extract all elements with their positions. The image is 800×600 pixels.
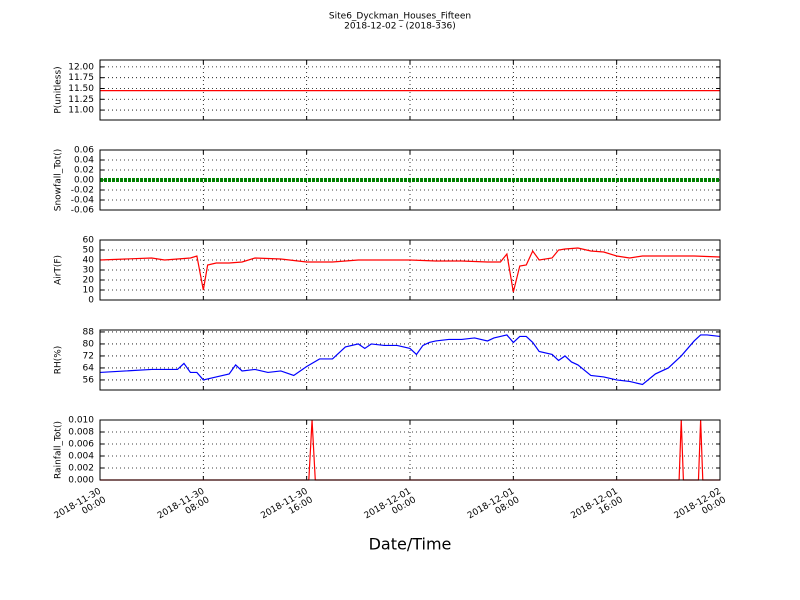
- y-tick-label: 0.008: [68, 428, 94, 438]
- y-tick-label: 0.04: [74, 156, 94, 166]
- y-tick-label: 56: [83, 375, 95, 385]
- x-tick-label: 2018-12-0100:00: [362, 486, 418, 530]
- y-tick-label: 0.004: [68, 452, 94, 462]
- y-tick-label: 64: [83, 363, 95, 373]
- y-tick-label: 30: [83, 266, 95, 276]
- y-tick-label: 0: [88, 296, 94, 306]
- plot-frame: [99, 149, 721, 211]
- x-axis-label: Date/Time: [369, 535, 452, 554]
- y-tick-label: 0.06: [74, 146, 94, 156]
- y-tick-label: 0.00: [74, 176, 94, 186]
- x-tick-label: 2018-11-3008:00: [156, 486, 212, 530]
- y-axis-label: AirT(F): [54, 255, 64, 285]
- figure-title: Site6_Dyckman_Houses_Fifteen: [329, 12, 471, 22]
- x-tick-label: 2018-11-3000:00: [52, 486, 108, 530]
- plot-frame: [99, 239, 721, 301]
- y-tick-label: -0.02: [71, 186, 94, 196]
- y-tick-label: 72: [83, 351, 94, 361]
- plot-frame: [99, 59, 721, 121]
- y-tick-label: 0.000: [68, 476, 94, 486]
- y-tick-label: 11.50: [68, 84, 94, 94]
- y-tick-label: 0.002: [68, 464, 94, 474]
- y-axis-label: Rainfall_Tot(): [54, 421, 64, 479]
- y-tick-label: 0.010: [68, 416, 94, 426]
- y-tick-label: 60: [83, 236, 95, 246]
- y-tick-label: 10: [83, 286, 95, 296]
- x-tick-label: 2018-12-0200:00: [672, 486, 728, 530]
- y-tick-label: -0.06: [71, 206, 95, 216]
- x-tick-label: 2018-12-0108:00: [466, 486, 522, 530]
- y-tick-label: 40: [83, 256, 95, 266]
- data-line: [99, 334, 721, 386]
- y-tick-label: 0.02: [74, 166, 94, 176]
- plot-frame: [99, 419, 721, 481]
- x-tick-label: 2018-12-0116:00: [569, 486, 625, 530]
- figure-subtitle: 2018-12-02 - (2018-336): [344, 22, 456, 32]
- plot-frame: [99, 329, 721, 391]
- y-tick-label: 11.00: [68, 106, 94, 116]
- y-axis-label: RH(%): [54, 346, 64, 375]
- y-tick-label: 20: [83, 276, 95, 286]
- y-axis-label: Snowfall_Tot(): [54, 149, 64, 212]
- y-axis-label: P(unitless): [54, 66, 64, 113]
- y-tick-label: 88: [83, 327, 95, 337]
- y-tick-label: 0.006: [68, 440, 94, 450]
- y-tick-label: 80: [83, 339, 95, 349]
- y-tick-label: -0.04: [71, 196, 95, 206]
- y-tick-label: 12.00: [68, 62, 94, 72]
- y-tick-label: 11.25: [68, 95, 94, 105]
- x-tick-label: 2018-11-3016:00: [259, 486, 315, 530]
- data-line: [99, 247, 721, 293]
- y-tick-label: 50: [83, 246, 95, 256]
- y-tick-label: 11.75: [68, 73, 94, 83]
